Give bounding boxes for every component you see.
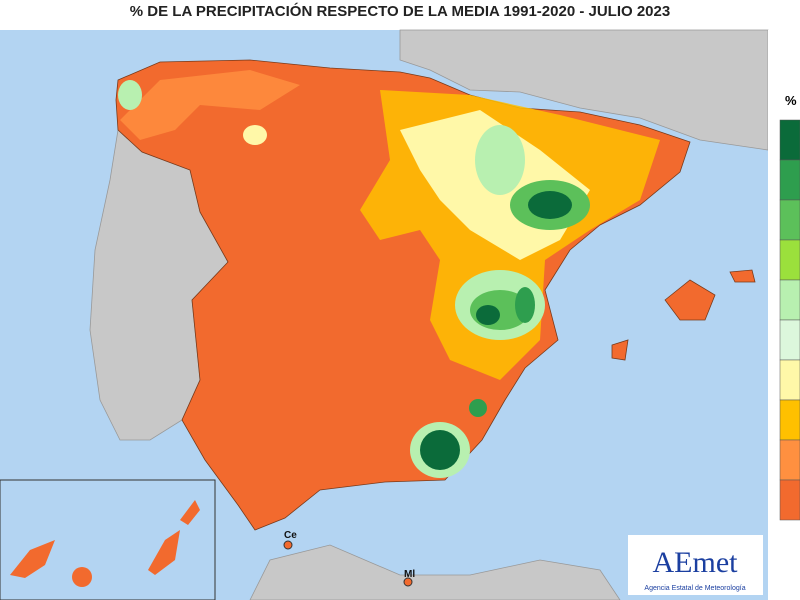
logo-box	[628, 535, 763, 595]
yellow-spot	[243, 125, 267, 145]
green-zone	[476, 305, 500, 325]
legend-swatch	[779, 279, 800, 321]
canary-island	[10, 540, 55, 578]
north-zone	[120, 70, 300, 140]
legend-swatch	[779, 399, 800, 441]
legend-title: %	[785, 93, 797, 108]
legend-swatch	[779, 239, 800, 281]
green-zone	[475, 125, 525, 195]
map-title: % DE LA PRECIPITACIÓN RESPECTO DE LA MED…	[130, 2, 670, 20]
green-zone	[118, 80, 142, 110]
place-label: Ce	[284, 530, 297, 541]
green-zone	[469, 399, 487, 417]
legend-swatch	[779, 479, 800, 521]
canary-island	[148, 530, 180, 575]
logo: AEmet Agencia Estatal de Meteorología	[628, 535, 763, 595]
canary-island	[72, 567, 92, 587]
legend-swatch	[779, 199, 800, 241]
canary-inset	[0, 479, 216, 600]
place-label: Ml	[404, 569, 415, 580]
ceuta-marker	[283, 540, 293, 550]
mallorca	[664, 279, 716, 321]
melilla-marker	[403, 577, 413, 587]
legend-swatch	[779, 159, 800, 201]
green-zone	[420, 430, 460, 470]
green-zone	[515, 287, 535, 323]
legend-swatch	[779, 359, 800, 401]
legend-swatch	[779, 439, 800, 481]
logo-name: AEmet	[653, 546, 739, 579]
legend: %	[768, 30, 800, 600]
legend-swatch	[779, 119, 800, 161]
africa	[249, 544, 621, 600]
green-zone	[528, 191, 572, 219]
ibiza	[611, 339, 629, 361]
map: Ce Ml	[0, 29, 769, 600]
menorca	[729, 269, 756, 283]
canary-island	[180, 500, 200, 525]
legend-swatch	[779, 319, 800, 361]
logo-agency: Agencia Estatal de Meteorología	[644, 585, 745, 592]
